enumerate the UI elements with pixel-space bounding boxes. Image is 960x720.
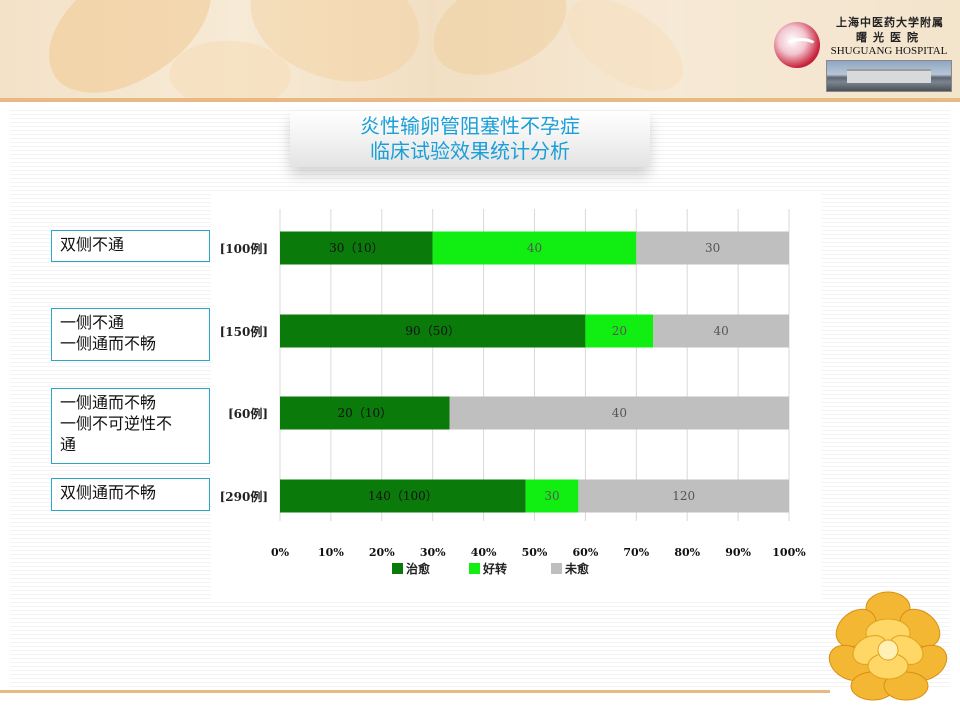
title-panel [290,111,650,167]
x-tick-label: 70% [623,546,649,559]
flower-decoration-icon [828,591,948,701]
hospital-photo [826,60,952,92]
bar-data-label: 30 [705,241,720,255]
legend-swatch [551,563,562,574]
legend-swatch [469,563,480,574]
category-line: 一侧通而不畅 [60,334,157,353]
bar-segment [449,396,789,430]
bar-data-label: 30 [544,489,559,503]
bar-data-label: 90（50） [405,324,460,338]
legend-label: 治愈 [406,561,431,576]
bar-segment [280,396,450,430]
x-tick-label: 40% [471,546,497,559]
category-line: 通 [60,435,77,454]
bar-data-label: 120 [672,489,695,503]
bar-segment [280,231,433,265]
y-category-label: [150例] [220,324,268,339]
bar-data-label: 30（10） [329,241,384,255]
category-line: 一侧不通 [60,313,125,332]
x-tick-label: 60% [573,546,599,559]
slide-title-line2: 临床试验效果统计分析 [370,139,570,163]
y-category-label: [290例] [220,489,268,504]
bar-data-label: 20 [612,324,627,338]
y-category-label: [60例] [228,406,268,421]
category-box-unilateral-blocked: 一侧不通 一侧通而不畅 [51,308,210,361]
petal-decoration [552,0,698,100]
x-tick-label: 90% [725,546,751,559]
hospital-logo-wave [784,38,818,56]
legend-label: 未愈 [564,561,590,576]
x-tick-label: 20% [369,546,395,559]
category-box-bilateral-poor: 双侧通而不畅 [51,478,210,511]
bar-segment [636,231,789,265]
category-line: 双侧不通 [60,235,125,254]
bar-data-label: 40 [713,324,728,338]
hospital-name-en: SHUGUANG HOSPITAL [830,45,948,57]
y-category-label: [100例] [220,241,268,256]
footer-divider [0,690,830,693]
category-line: 一侧通而不畅 [60,393,157,412]
x-tick-label: 50% [522,546,548,559]
bar-data-label: 40 [612,406,627,420]
hospital-name-cn-line1: 上海中医药大学附属 [836,16,944,29]
x-tick-label: 100% [772,546,806,559]
header-divider [0,98,960,102]
bar-data-label: 20（10） [338,406,393,420]
bar-data-label: 40 [527,241,542,255]
bar-segment [432,231,637,265]
x-tick-label: 0% [271,546,290,559]
category-line: 双侧通而不畅 [60,483,157,502]
x-tick-label: 10% [318,546,344,559]
bar-segment [525,479,579,513]
bar-segment [578,479,789,513]
slide-title-line1: 炎性输卵管阻塞性不孕症 [360,114,580,138]
category-box-unilateral-irreversible: 一侧通而不畅 一侧不可逆性不 通 [51,388,210,464]
hospital-name-cn-line2: 曙光医院 [856,31,924,44]
category-line: 一侧不可逆性不 [60,414,173,433]
bar-segment [653,314,789,348]
x-tick-label: 80% [674,546,700,559]
legend-label: 好转 [482,561,507,576]
stacked-bar-chart: 0% 10% 20% 30% 40% 50% 60% 70% 80% 90% 100% 30（10） 4… [220,209,806,576]
bar-data-label: 140（100） [368,489,438,503]
category-box-bilateral-blocked: 双侧不通 [51,230,210,262]
bar-segment [280,314,586,348]
slide-title: 炎性输卵管阻塞性不孕症 临床试验效果统计分析 [290,114,650,164]
bar-segment [280,479,526,513]
x-tick-label: 30% [420,546,446,559]
petal-decoration [420,0,580,87]
bar-segment [585,314,654,348]
legend-swatch [392,563,403,574]
chart-panel: 0% 10% 20% 30% 40% 50% 60% 70% 80% 90% 100% 30（10） 4… [211,191,822,601]
